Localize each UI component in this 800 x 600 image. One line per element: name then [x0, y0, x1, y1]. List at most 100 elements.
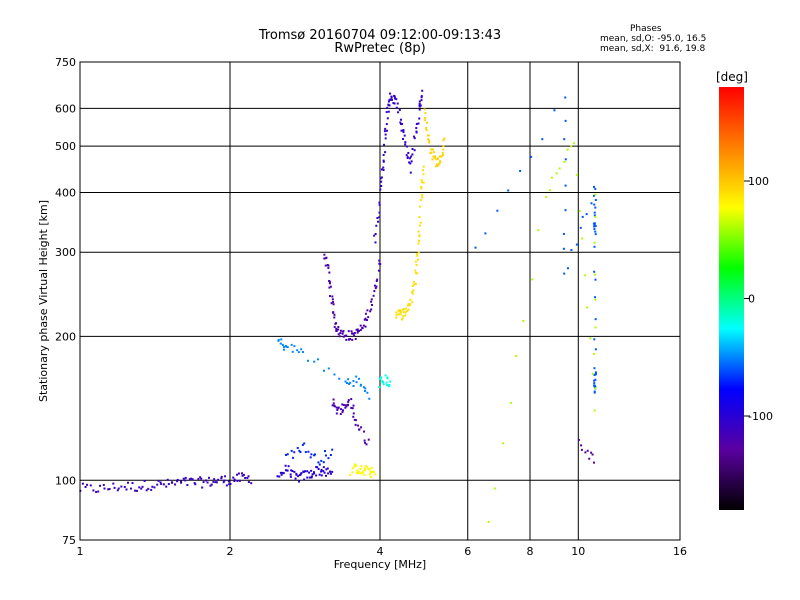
data-point	[329, 454, 332, 457]
data-point	[291, 470, 294, 473]
y-axis-label: Stationary phase Virtual Height [km]	[37, 200, 50, 402]
data-point	[290, 469, 293, 472]
data-point	[591, 372, 594, 375]
data-point	[159, 481, 162, 484]
data-point	[153, 486, 156, 489]
data-point	[333, 405, 336, 408]
data-point	[206, 481, 209, 484]
data-point	[190, 477, 193, 480]
data-point	[555, 172, 558, 175]
data-point	[236, 479, 239, 482]
data-point	[352, 404, 355, 407]
data-point	[419, 221, 422, 224]
data-point	[394, 97, 397, 100]
data-point	[345, 381, 348, 384]
data-point	[360, 426, 363, 429]
data-point	[217, 478, 220, 481]
data-point	[345, 334, 348, 337]
data-point	[316, 358, 319, 361]
data-point	[537, 229, 540, 232]
data-point	[352, 415, 355, 418]
data-point	[420, 187, 423, 190]
data-point	[421, 169, 424, 172]
data-point	[318, 463, 321, 466]
data-point	[435, 165, 438, 168]
data-point	[351, 467, 354, 470]
data-point	[333, 313, 336, 316]
data-point	[327, 367, 330, 370]
data-point	[389, 380, 392, 383]
data-point	[345, 405, 348, 408]
data-point	[242, 473, 245, 476]
data-point	[367, 468, 370, 471]
data-point	[310, 469, 313, 472]
data-point	[420, 99, 423, 102]
data-point	[570, 145, 573, 148]
data-point	[157, 479, 160, 482]
data-point	[327, 266, 330, 269]
data-point	[395, 313, 398, 316]
data-point	[439, 160, 442, 163]
data-point	[374, 232, 377, 235]
data-point	[563, 272, 566, 275]
data-point	[353, 418, 356, 421]
data-point	[107, 488, 110, 491]
data-point	[204, 479, 207, 482]
data-point	[351, 332, 354, 335]
data-point	[438, 162, 441, 165]
data-point	[324, 450, 327, 453]
data-point	[165, 485, 168, 488]
data-point	[376, 278, 379, 281]
data-point	[363, 473, 366, 476]
data-point	[474, 246, 477, 249]
data-point	[417, 122, 420, 125]
data-point	[347, 378, 350, 381]
data-point	[329, 285, 332, 288]
data-point	[579, 226, 582, 229]
data-point	[386, 377, 389, 380]
colorbar-ticks: 100 0 -100	[744, 175, 773, 423]
data-point	[426, 134, 429, 137]
data-point	[361, 471, 364, 474]
data-point	[418, 117, 421, 120]
data-point	[95, 490, 98, 493]
data-point	[487, 520, 490, 523]
chart-title: Tromsø 20160704 09:12:00-09:13:43	[258, 28, 502, 43]
data-point	[328, 286, 331, 289]
data-point	[430, 151, 433, 154]
data-point	[380, 168, 383, 171]
data-point	[352, 412, 355, 415]
data-point	[328, 282, 331, 285]
data-point	[300, 348, 303, 351]
data-point	[390, 96, 393, 99]
data-point	[353, 465, 356, 468]
data-point	[588, 457, 591, 460]
data-point	[307, 450, 310, 453]
data-point	[278, 475, 281, 478]
data-point	[289, 473, 292, 476]
y-tick-label: 75	[62, 534, 76, 547]
data-point	[166, 478, 169, 481]
data-point	[408, 303, 411, 306]
data-point	[440, 155, 443, 158]
data-point	[593, 211, 596, 214]
data-point	[515, 355, 518, 358]
data-point	[313, 360, 316, 363]
data-point	[333, 316, 336, 319]
data-point	[188, 478, 191, 481]
data-point	[322, 466, 325, 469]
data-point	[435, 163, 438, 166]
data-point	[406, 304, 409, 307]
data-point	[317, 461, 320, 464]
data-point	[123, 485, 126, 488]
data-point	[306, 476, 309, 479]
data-point	[502, 442, 505, 445]
data-point	[364, 312, 367, 315]
data-point	[414, 282, 417, 285]
data-point	[564, 158, 567, 161]
data-point	[318, 473, 321, 476]
data-point	[392, 102, 395, 105]
data-point	[352, 332, 355, 335]
data-point	[331, 298, 334, 301]
data-point	[335, 412, 338, 415]
